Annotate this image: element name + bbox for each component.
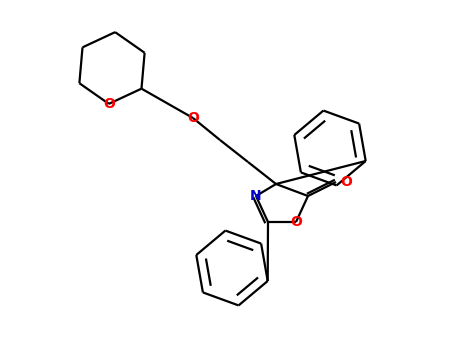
Text: O: O [340, 175, 352, 189]
Text: N: N [250, 189, 262, 203]
Text: O: O [103, 97, 115, 111]
Text: O: O [290, 215, 302, 229]
Text: O: O [187, 111, 199, 125]
